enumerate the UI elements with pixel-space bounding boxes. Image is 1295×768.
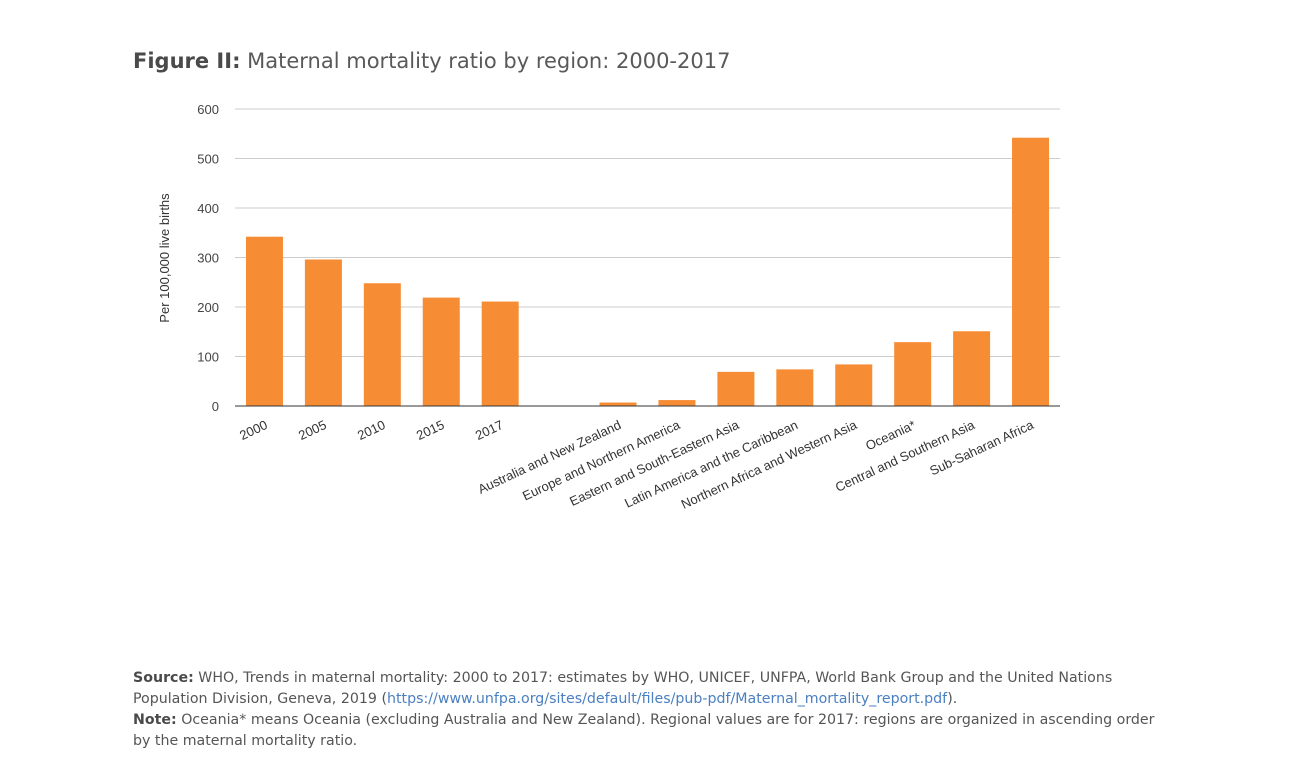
bar xyxy=(304,259,342,406)
source-label: Source: xyxy=(133,670,194,686)
source-text: WHO, Trends in maternal mortality: 2000 … xyxy=(133,670,1113,707)
bar xyxy=(599,402,637,406)
x-tick-label: 2005 xyxy=(296,417,329,443)
x-tick-label: 2017 xyxy=(473,417,506,443)
bar xyxy=(245,236,283,406)
bar xyxy=(717,371,755,406)
bars xyxy=(245,137,1050,406)
y-tick-label: 100 xyxy=(197,350,219,365)
source-end: ). xyxy=(947,691,958,707)
x-tick-label: Sub-Saharan Africa xyxy=(927,417,1036,479)
figure-title-text: Maternal mortality ratio by region: 2000… xyxy=(247,49,731,73)
figure-title: Figure II: Maternal mortality ratio by r… xyxy=(133,49,730,73)
bar xyxy=(422,297,460,406)
figure-label: Figure II: xyxy=(133,49,241,73)
source-paragraph: Source: WHO, Trends in maternal mortalit… xyxy=(133,668,1173,710)
note-text: Oceania* means Oceania (excluding Austra… xyxy=(133,712,1155,749)
y-tick-label: 600 xyxy=(197,102,219,117)
x-tick-label: 2000 xyxy=(237,417,270,443)
note-label: Note: xyxy=(133,712,177,728)
bar xyxy=(363,283,401,406)
bar xyxy=(658,400,696,406)
y-tick-label: 200 xyxy=(197,300,219,315)
y-tick-label: 400 xyxy=(197,201,219,216)
y-tick-label: 300 xyxy=(197,251,219,266)
note-paragraph: Note: Oceania* means Oceania (excluding … xyxy=(133,710,1173,752)
bar xyxy=(1012,137,1050,406)
bar-chart: 0 100 200 300 400 500 600 2000 2005 2010 2015 2017… xyxy=(157,102,1060,512)
bar xyxy=(953,331,991,406)
bar xyxy=(835,364,873,406)
y-axis-label: Per 100,000 live births xyxy=(157,193,172,323)
x-tick-label: 2010 xyxy=(355,417,388,443)
figure-notes: Source: WHO, Trends in maternal mortalit… xyxy=(133,668,1173,752)
y-tick-label: 500 xyxy=(197,152,219,167)
bar xyxy=(481,301,519,406)
bar xyxy=(776,369,814,406)
source-link[interactable]: https://www.unfpa.org/sites/default/file… xyxy=(386,691,948,707)
gridlines xyxy=(235,108,1060,357)
y-axis-ticks: 0 100 200 300 400 500 600 xyxy=(197,102,219,414)
y-tick-label: 0 xyxy=(212,399,219,414)
bar xyxy=(894,342,932,406)
x-tick-label: 2015 xyxy=(414,417,447,443)
